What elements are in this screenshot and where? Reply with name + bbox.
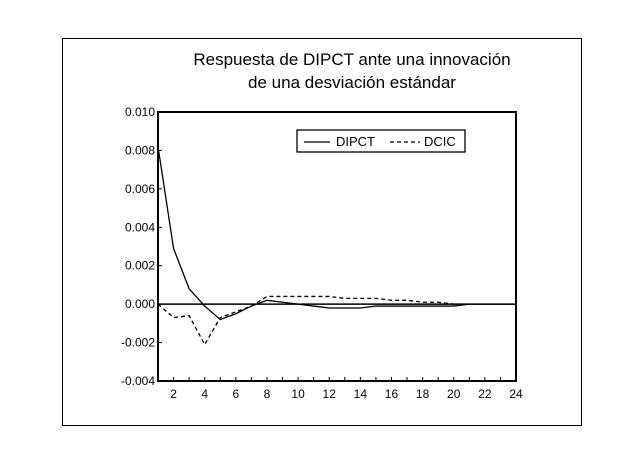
plot-area bbox=[157, 111, 517, 382]
x-tick-label: 18 bbox=[416, 387, 430, 401]
x-tick-label: 2 bbox=[170, 387, 177, 401]
x-tick-label: 4 bbox=[201, 387, 208, 401]
x-tick-label: 16 bbox=[385, 387, 399, 401]
x-tick-label: 6 bbox=[232, 387, 239, 401]
x-tick-label: 10 bbox=[291, 387, 305, 401]
y-tick-label: 0.002 bbox=[125, 259, 155, 273]
y-tick-label: 0.010 bbox=[125, 105, 155, 119]
legend-label-dipct: DIPCT bbox=[336, 134, 375, 149]
x-tick-label: 14 bbox=[354, 387, 368, 401]
legend-box bbox=[296, 129, 466, 153]
chart-title-line1: Respuesta de DIPCT ante una innovación bbox=[193, 50, 511, 69]
series-line-dipct bbox=[157, 146, 516, 321]
x-tick-label: 8 bbox=[264, 387, 271, 401]
y-tick-label: -0.002 bbox=[121, 336, 155, 350]
y-tick-label: 0.006 bbox=[125, 182, 155, 196]
y-tick-label: -0.004 bbox=[121, 374, 155, 388]
chart-frame bbox=[62, 38, 582, 426]
chart-title-line2: de una desviación estándar bbox=[248, 73, 456, 92]
x-tick-label: 22 bbox=[478, 387, 492, 401]
x-tick-label: 12 bbox=[323, 387, 337, 401]
x-tick-label: 24 bbox=[509, 387, 523, 401]
x-tick-label: 20 bbox=[447, 387, 461, 401]
y-tick-label: 0.000 bbox=[125, 297, 155, 311]
series-line-dcic bbox=[157, 295, 516, 346]
legend-label-dcic: DCIC bbox=[424, 134, 456, 149]
y-tick-label: 0.008 bbox=[125, 143, 155, 157]
y-tick-label: 0.004 bbox=[125, 220, 155, 234]
